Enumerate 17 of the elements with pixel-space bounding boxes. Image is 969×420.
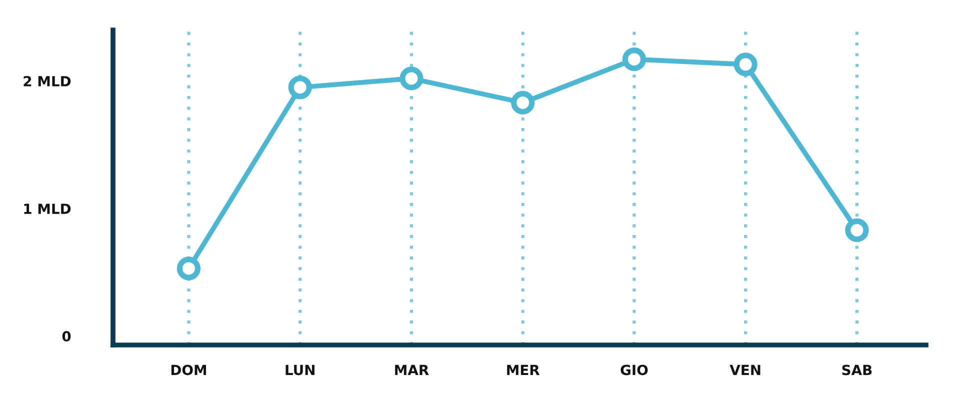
x-tick-label: SAB [842,364,872,376]
x-tick-label: MAR [395,364,429,375]
point [622,48,646,72]
x-tick-label: LUN [286,364,314,376]
x-tick-label: VEN [730,364,760,375]
point [511,90,535,114]
y-tick-label: 0 [62,331,71,342]
point [176,256,201,280]
x-tick-label: MER [507,364,540,375]
x-tick-label: DOM [171,364,206,376]
point [734,52,758,76]
point [288,76,312,100]
y-tick-label: 1 MLD [24,204,71,214]
y-tick-label: 2 MLD [24,76,71,86]
point [845,218,869,242]
x-tick-label: GIO [620,364,648,376]
point [400,66,424,90]
